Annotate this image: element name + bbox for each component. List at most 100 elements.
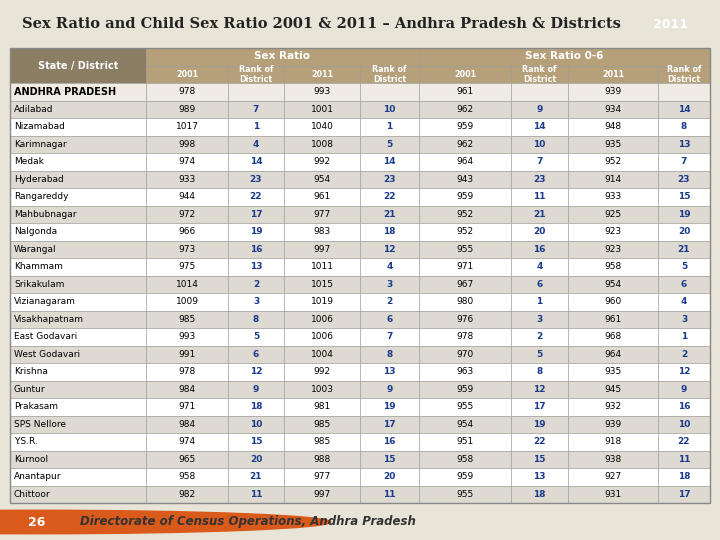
Text: 26: 26 (28, 516, 45, 529)
Text: 923: 923 (604, 227, 621, 237)
Bar (511, 381, 568, 398)
Bar (146, 485, 228, 503)
Bar (419, 363, 511, 381)
Text: 959: 959 (456, 192, 474, 201)
Text: 22: 22 (250, 192, 262, 201)
Bar (228, 328, 284, 346)
Bar (228, 363, 284, 381)
Text: 923: 923 (604, 245, 621, 254)
Text: 925: 925 (604, 210, 621, 219)
Bar (228, 118, 284, 136)
Text: 15: 15 (250, 437, 262, 446)
Text: 975: 975 (179, 262, 196, 271)
Bar (360, 346, 419, 363)
Bar (284, 188, 360, 206)
Bar (419, 310, 511, 328)
Text: 954: 954 (313, 175, 330, 184)
Bar (228, 223, 284, 240)
Text: 952: 952 (604, 157, 621, 166)
Bar (228, 381, 284, 398)
Bar (10, 206, 146, 223)
Text: 21: 21 (383, 210, 396, 219)
Text: 17: 17 (383, 420, 396, 429)
Text: 935: 935 (604, 367, 621, 376)
Bar (10, 450, 146, 468)
Bar (658, 293, 710, 310)
Text: 958: 958 (179, 472, 196, 481)
Text: 977: 977 (313, 210, 330, 219)
Bar (228, 240, 284, 258)
Bar (146, 328, 228, 346)
Bar (419, 398, 511, 415)
Text: 18: 18 (250, 402, 262, 411)
Bar (228, 310, 284, 328)
Bar (360, 136, 419, 153)
Bar (10, 293, 146, 310)
Text: 17: 17 (678, 490, 690, 499)
Bar (146, 83, 228, 100)
Text: 973: 973 (179, 245, 196, 254)
Bar (146, 275, 228, 293)
Text: Khammam: Khammam (14, 262, 63, 271)
Bar (360, 188, 419, 206)
Text: 10: 10 (534, 140, 546, 149)
Bar (10, 363, 146, 381)
Bar (568, 433, 658, 450)
Bar (228, 468, 284, 485)
Bar (419, 450, 511, 468)
Text: 14: 14 (678, 105, 690, 114)
Text: 972: 972 (179, 210, 196, 219)
Bar (10, 381, 146, 398)
Bar (360, 468, 419, 485)
Bar (511, 450, 568, 468)
Bar (658, 398, 710, 415)
Text: 22: 22 (383, 192, 396, 201)
Bar (228, 188, 284, 206)
Text: 23: 23 (383, 175, 396, 184)
Text: 21: 21 (678, 245, 690, 254)
Text: 11: 11 (383, 490, 396, 499)
Text: 958: 958 (604, 262, 621, 271)
Text: Guntur: Guntur (14, 384, 45, 394)
Text: 962: 962 (456, 105, 474, 114)
Bar (568, 188, 658, 206)
Text: 16: 16 (534, 245, 546, 254)
Text: 989: 989 (179, 105, 196, 114)
Text: 7: 7 (536, 157, 543, 166)
Text: 2011: 2011 (311, 70, 333, 79)
Text: 9: 9 (536, 105, 543, 114)
Text: 944: 944 (179, 192, 196, 201)
Text: 20: 20 (534, 227, 546, 237)
Text: 15: 15 (678, 192, 690, 201)
Text: 1: 1 (681, 332, 687, 341)
Text: 978: 978 (179, 367, 196, 376)
Bar (658, 433, 710, 450)
Text: 6: 6 (387, 315, 392, 324)
Bar (360, 171, 419, 188)
Text: 933: 933 (604, 192, 621, 201)
Bar (568, 293, 658, 310)
Bar (284, 310, 360, 328)
Text: 967: 967 (456, 280, 474, 289)
Bar (284, 346, 360, 363)
Text: 5: 5 (536, 350, 543, 359)
Text: Warangal: Warangal (14, 245, 57, 254)
Bar (228, 346, 284, 363)
Text: 23: 23 (534, 175, 546, 184)
Text: 11: 11 (250, 490, 262, 499)
Bar (511, 328, 568, 346)
Text: 20: 20 (383, 472, 396, 481)
Bar (228, 83, 284, 100)
Bar (568, 275, 658, 293)
Text: 984: 984 (179, 384, 196, 394)
Text: 12: 12 (534, 384, 546, 394)
Text: 964: 964 (456, 157, 474, 166)
Text: 927: 927 (604, 472, 621, 481)
Bar (568, 100, 658, 118)
Bar (658, 415, 710, 433)
Text: 1015: 1015 (310, 280, 333, 289)
Bar (419, 485, 511, 503)
Text: 971: 971 (456, 262, 474, 271)
Text: 932: 932 (604, 402, 621, 411)
Bar (360, 258, 419, 275)
